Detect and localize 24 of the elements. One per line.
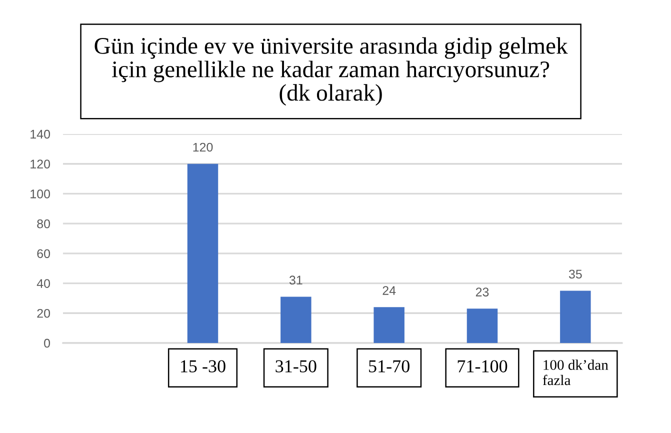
bar <box>374 307 404 343</box>
x-tick-label: 100 dk’dan fazla <box>542 360 608 386</box>
x-tick-label: 15 -30 <box>181 360 226 372</box>
data-label: 120 <box>193 142 213 152</box>
y-tick-label: 140 <box>30 130 50 139</box>
y-tick-label: 40 <box>36 279 50 288</box>
y-tick-label: 20 <box>37 308 50 318</box>
y-tick-label: 0 <box>44 338 50 348</box>
data-label: 35 <box>568 270 582 279</box>
bar <box>560 290 591 343</box>
bar <box>187 164 218 343</box>
y-tick-label: 120 <box>30 160 50 169</box>
y-tick-label: 100 <box>30 190 50 198</box>
data-label: 31 <box>289 276 302 285</box>
data-label: 23 <box>476 288 489 296</box>
data-label: 24 <box>382 286 396 295</box>
y-tick-label: 60 <box>37 249 50 258</box>
bar <box>280 296 312 343</box>
bar <box>466 308 498 343</box>
x-tick-label: 31-50 <box>276 360 316 372</box>
x-tick-label: 71-100 <box>458 360 508 372</box>
chart-title: Gün içinde ev ve üniversite arasında gidip gelmek için genellikle ne kadar zaman harcıyorsunuz? (dk olarak) <box>94 37 568 106</box>
x-tick-label: 51-70 <box>369 360 410 372</box>
y-tick-label: 80 <box>37 219 50 228</box>
